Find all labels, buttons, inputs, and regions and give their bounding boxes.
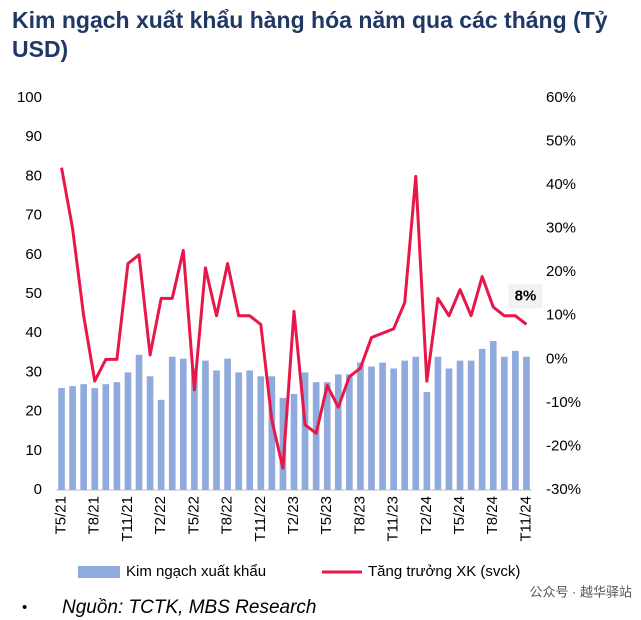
x-tick-label: T11/24: [517, 496, 534, 542]
bar: [445, 368, 453, 490]
y2-tick-label: 60%: [546, 89, 576, 106]
y-tick-label: 70: [25, 207, 42, 224]
x-tick-label: T5/22: [185, 496, 202, 534]
bar: [523, 356, 530, 490]
x-tick-label: T8/21: [86, 496, 103, 534]
bar: [202, 360, 209, 490]
bar: [135, 354, 143, 490]
y-tick-label: 60: [25, 246, 42, 263]
bar: [501, 356, 508, 490]
bar: [80, 384, 87, 490]
y2-tick-label: -30%: [546, 481, 581, 498]
bar: [179, 358, 187, 490]
bar: [357, 362, 364, 490]
bar: [157, 399, 165, 490]
bar: [146, 376, 154, 490]
bar: [168, 356, 176, 490]
bar: [334, 374, 342, 490]
bar: [224, 358, 231, 490]
bar: [257, 376, 265, 490]
x-tick-label: T2/22: [152, 496, 169, 534]
bar: [434, 356, 442, 490]
bar: [467, 360, 475, 490]
y2-tick-label: 30%: [546, 220, 576, 237]
y-tick-label: 100: [17, 89, 42, 106]
x-tick-label: T8/24: [484, 496, 501, 534]
y2-tick-label: 0%: [546, 350, 568, 367]
line: [60, 167, 528, 470]
bar: [102, 384, 110, 490]
x-tick-label: T2/24: [418, 496, 435, 534]
bar: [58, 388, 65, 490]
y2-tick-label: 20%: [546, 263, 576, 280]
bar: [279, 397, 287, 490]
label-box: [508, 284, 543, 309]
bar: [191, 368, 198, 490]
y2-tick-label: 40%: [546, 176, 576, 193]
bar: [301, 372, 309, 490]
legend-label: Tăng trưởng XK (svck): [368, 563, 520, 580]
y-tick-label: 50: [25, 285, 42, 302]
bar: [368, 366, 375, 490]
bar: [423, 392, 431, 490]
bar: [113, 382, 121, 490]
y-tick-label: 80: [25, 167, 42, 184]
bar: [213, 370, 220, 490]
y2-tick-label: 50%: [546, 133, 576, 150]
y-tick-label: 40: [25, 324, 42, 341]
x-tick-label: T11/22: [252, 496, 269, 542]
x-tick-label: T5/21: [53, 496, 70, 534]
legend-swatch: [78, 566, 120, 578]
bar: [512, 350, 519, 490]
x-tick-label: T5/24: [451, 496, 468, 534]
bar: [346, 374, 353, 490]
bar: [379, 362, 386, 490]
y2-tick-label: 10%: [546, 307, 576, 324]
bar: [246, 370, 254, 490]
bar: [268, 376, 276, 490]
y-tick-label: 90: [25, 128, 42, 145]
x-tick-label: T5/23: [318, 496, 335, 534]
bar: [478, 348, 486, 490]
bullet: •: [22, 599, 27, 616]
bar: [456, 360, 464, 490]
x-tick-label: T11/21: [119, 496, 136, 542]
source: Nguồn: TCTK, MBS Research: [62, 597, 316, 618]
bar: [323, 382, 331, 490]
bar: [235, 372, 242, 490]
x-tick-label: T8/23: [351, 496, 368, 534]
y2-tick-label: -20%: [546, 437, 581, 454]
bar: [489, 341, 497, 490]
bar: [390, 368, 397, 490]
bar: [124, 372, 132, 490]
bar: [290, 393, 298, 490]
y-tick-label: 20: [25, 403, 42, 420]
y-tick-label: 30: [25, 363, 42, 380]
bar: [91, 388, 99, 490]
legend-label: Kim ngạch xuất khẩu: [126, 563, 266, 580]
x-tick-label: T11/23: [385, 496, 402, 542]
data-label: 8%: [515, 287, 537, 304]
watermark: 公众号 · 越华驿站: [529, 584, 632, 599]
bar: [69, 386, 76, 490]
bar: [412, 356, 420, 490]
y-tick-label: 10: [25, 442, 42, 459]
bar: [401, 360, 409, 490]
x-tick-label: T8/22: [219, 496, 236, 534]
bar: [312, 382, 320, 490]
y2-tick-label: -10%: [546, 394, 581, 411]
y-tick-label: 0: [34, 481, 42, 498]
x-tick-label: T2/23: [285, 496, 302, 534]
chart-title: Kim ngạch xuất khẩu hàng hóa năm qua các…: [12, 7, 608, 62]
